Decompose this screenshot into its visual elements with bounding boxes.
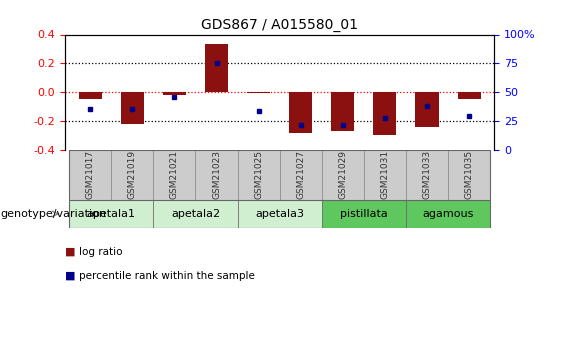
Bar xyxy=(195,149,237,200)
Bar xyxy=(69,200,153,228)
Bar xyxy=(373,92,397,135)
Bar xyxy=(163,92,186,95)
Title: GDS867 / A015580_01: GDS867 / A015580_01 xyxy=(201,18,358,32)
Bar xyxy=(322,149,364,200)
Bar xyxy=(79,92,102,99)
Bar xyxy=(322,200,406,228)
Text: apetala1: apetala1 xyxy=(87,209,136,219)
Bar xyxy=(111,149,153,200)
Text: GSM21029: GSM21029 xyxy=(338,150,347,199)
Bar xyxy=(153,200,237,228)
Text: GSM21025: GSM21025 xyxy=(254,150,263,199)
Text: GSM21033: GSM21033 xyxy=(423,150,432,199)
Bar xyxy=(448,149,490,200)
Text: GSM21031: GSM21031 xyxy=(380,150,389,199)
Bar xyxy=(69,149,111,200)
Text: agamous: agamous xyxy=(423,209,474,219)
Bar xyxy=(289,92,312,133)
Text: percentile rank within the sample: percentile rank within the sample xyxy=(79,271,255,281)
Bar xyxy=(364,149,406,200)
Bar xyxy=(121,92,144,124)
Text: log ratio: log ratio xyxy=(79,247,123,257)
Text: ■: ■ xyxy=(65,247,76,257)
Bar xyxy=(153,149,195,200)
Text: GSM21027: GSM21027 xyxy=(296,150,305,199)
Text: GSM21019: GSM21019 xyxy=(128,150,137,199)
Bar xyxy=(237,200,322,228)
Bar xyxy=(280,149,322,200)
Bar xyxy=(237,149,280,200)
Bar xyxy=(331,92,354,131)
Bar xyxy=(406,149,448,200)
Bar xyxy=(205,44,228,92)
Text: apetala2: apetala2 xyxy=(171,209,220,219)
Text: GSM21035: GSM21035 xyxy=(464,150,473,199)
Bar xyxy=(458,92,481,99)
Text: GSM21021: GSM21021 xyxy=(170,150,179,199)
Bar xyxy=(406,200,490,228)
Text: GSM21017: GSM21017 xyxy=(86,150,95,199)
Text: ■: ■ xyxy=(65,271,76,281)
Text: pistillata: pistillata xyxy=(340,209,388,219)
Bar xyxy=(415,92,438,127)
Text: apetala3: apetala3 xyxy=(255,209,304,219)
Text: GSM21023: GSM21023 xyxy=(212,150,221,199)
Text: genotype/variation: genotype/variation xyxy=(1,209,107,219)
Bar xyxy=(247,92,270,93)
